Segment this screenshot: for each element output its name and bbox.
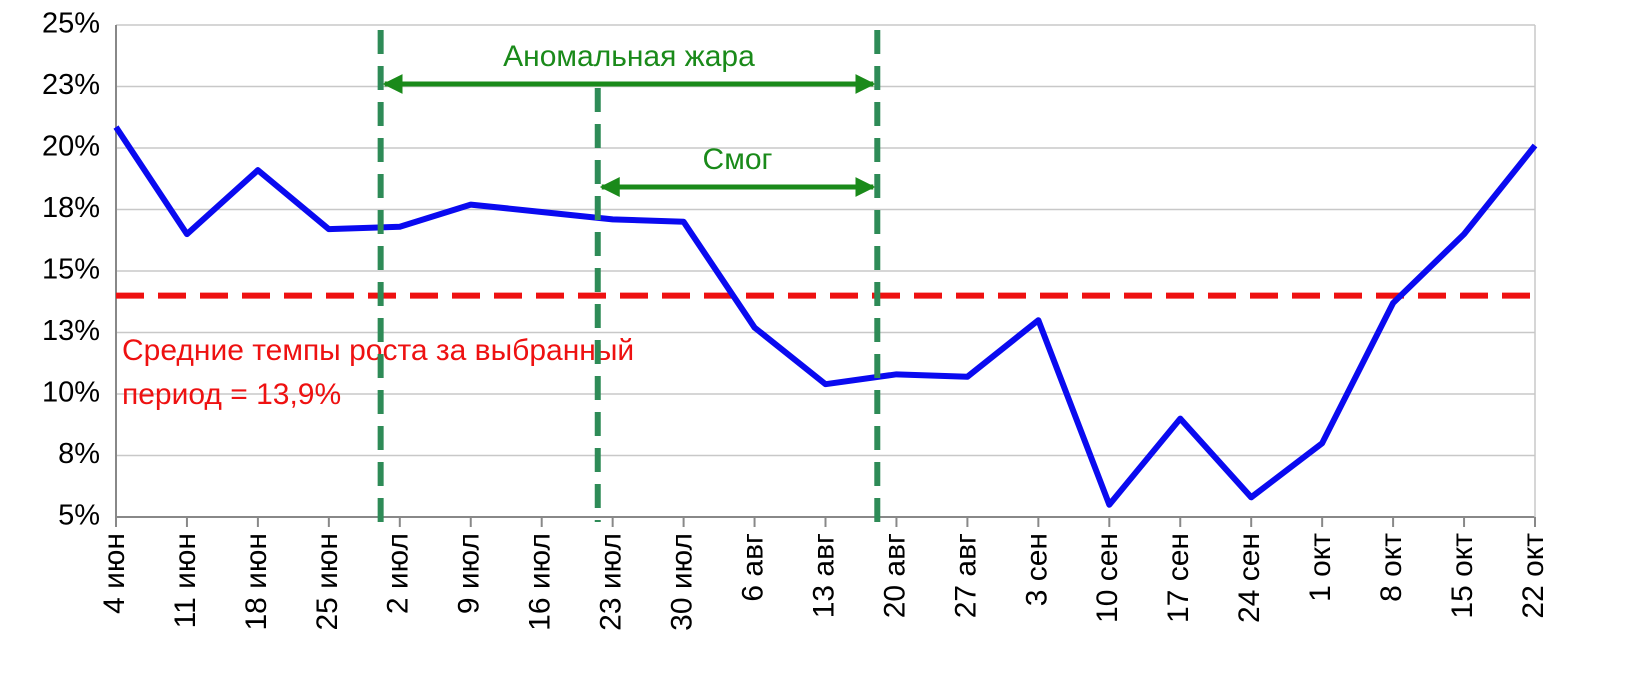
x-tick-label: 25 июн <box>311 533 344 631</box>
x-tick-label: 1 окт <box>1304 533 1337 602</box>
x-tick-label: 24 сен <box>1233 533 1266 623</box>
x-tick-label: 6 авг <box>736 533 769 602</box>
data-line <box>113 125 1538 508</box>
y-tick-label: 8% <box>58 438 100 470</box>
x-tick-label: 20 авг <box>878 533 911 618</box>
x-tick-label: 9 июл <box>453 533 486 614</box>
x-tick-label: 23 июл <box>595 533 628 631</box>
y-tick-label: 20% <box>42 131 100 163</box>
x-tick-label: 11 июн <box>169 533 202 628</box>
x-tick-label: 30 июл <box>666 533 699 631</box>
x-tick-label: 2 июл <box>382 533 415 614</box>
x-tick-label: 18 июн <box>240 533 273 631</box>
x-tick-label: 3 сен <box>1020 533 1053 606</box>
annotation-label: Аномальная жара <box>503 40 755 73</box>
y-tick-label: 13% <box>42 315 100 347</box>
x-tick-label: 16 июл <box>524 533 557 631</box>
y-tick-label: 15% <box>42 254 100 286</box>
x-tick-label: 17 сен <box>1162 533 1195 623</box>
x-tick-label: 10 сен <box>1091 533 1124 623</box>
y-tick-label: 5% <box>58 500 100 532</box>
x-tick-label: 15 окт <box>1446 533 1479 619</box>
x-tick-label: 27 авг <box>949 533 982 618</box>
x-tick-label: 8 окт <box>1375 533 1408 602</box>
y-tick-label: 25% <box>42 8 100 40</box>
annotation-label: Смог <box>703 143 773 176</box>
reference-label: период = 13,9% <box>122 378 341 411</box>
y-tick-label: 18% <box>42 192 100 224</box>
x-tick-label: 22 окт <box>1517 533 1550 619</box>
x-tick-label: 13 авг <box>807 533 840 618</box>
y-tick-label: 10% <box>42 377 100 409</box>
x-tick-label: 4 июн <box>98 533 131 614</box>
y-tick-label: 23% <box>42 69 100 101</box>
